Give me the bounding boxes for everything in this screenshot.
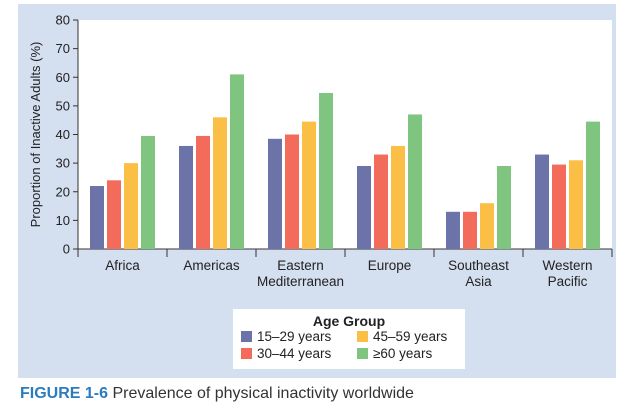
x-tick-label: Europe	[368, 258, 412, 273]
bar	[497, 165, 511, 249]
legend-label: 30–44 years	[257, 346, 332, 361]
bar	[107, 180, 121, 249]
legend-box	[233, 309, 465, 369]
bar	[268, 138, 282, 249]
y-tick-label: 50	[56, 98, 70, 113]
bar	[357, 165, 371, 249]
bar	[535, 154, 549, 249]
bar	[446, 211, 460, 249]
legend-swatch	[357, 348, 368, 359]
bar	[408, 114, 422, 250]
bar	[319, 92, 333, 250]
bar	[569, 160, 583, 249]
legend-label: 45–59 years	[373, 329, 448, 344]
plot-area	[78, 20, 612, 249]
legend-label: ≥60 years	[373, 346, 432, 361]
figure-caption: FIGURE 1-6 Prevalence of physical inacti…	[20, 385, 414, 403]
x-tick-label: Western	[542, 258, 592, 273]
legend-swatch	[357, 331, 368, 342]
bar	[302, 121, 316, 249]
x-tick-label: Mediterranean	[257, 274, 344, 289]
bar	[141, 135, 155, 249]
bar	[196, 135, 210, 249]
x-tick-label: Asia	[465, 274, 492, 289]
y-tick-label: 0	[63, 242, 70, 257]
bar	[374, 154, 388, 249]
bar	[179, 145, 193, 249]
bar	[480, 203, 494, 249]
bar	[124, 163, 138, 249]
bar	[586, 121, 600, 249]
figure-caption-text: Prevalence of physical inactivity worldw…	[112, 385, 414, 402]
y-tick-label: 60	[56, 70, 70, 85]
bar	[230, 74, 244, 249]
y-tick-label: 20	[56, 184, 70, 199]
x-tick-label: Eastern	[277, 258, 324, 273]
y-axis-label: Proportion of Inactive Adults (%)	[28, 42, 43, 228]
legend-title: Age Group	[313, 313, 385, 329]
y-tick-label: 30	[56, 156, 70, 171]
y-tick-label: 80	[56, 13, 70, 28]
x-tick-label: Africa	[105, 258, 140, 273]
legend-swatch	[241, 331, 252, 342]
bar	[552, 164, 566, 249]
bar-chart: 0 10 20 30 40 50 60 70 80 Proportion of Inactive …	[18, 4, 616, 378]
y-tick-label: 40	[56, 127, 70, 142]
chart-panel: 0 10 20 30 40 50 60 70 80 Proportion of Inactive …	[18, 4, 616, 378]
x-tick-label: Pacific	[548, 274, 588, 289]
y-tick-label: 10	[56, 213, 70, 228]
x-tick-label: Southeast	[448, 258, 509, 273]
bar	[463, 211, 477, 249]
legend-swatch	[241, 348, 252, 359]
y-tick-label: 70	[56, 41, 70, 56]
x-tick-label: Americas	[183, 258, 240, 273]
bar	[90, 186, 104, 249]
legend-label: 15–29 years	[257, 329, 332, 344]
bar	[285, 134, 299, 249]
bar	[391, 145, 405, 249]
figure-label: FIGURE 1-6	[20, 385, 109, 402]
bar	[213, 117, 227, 249]
